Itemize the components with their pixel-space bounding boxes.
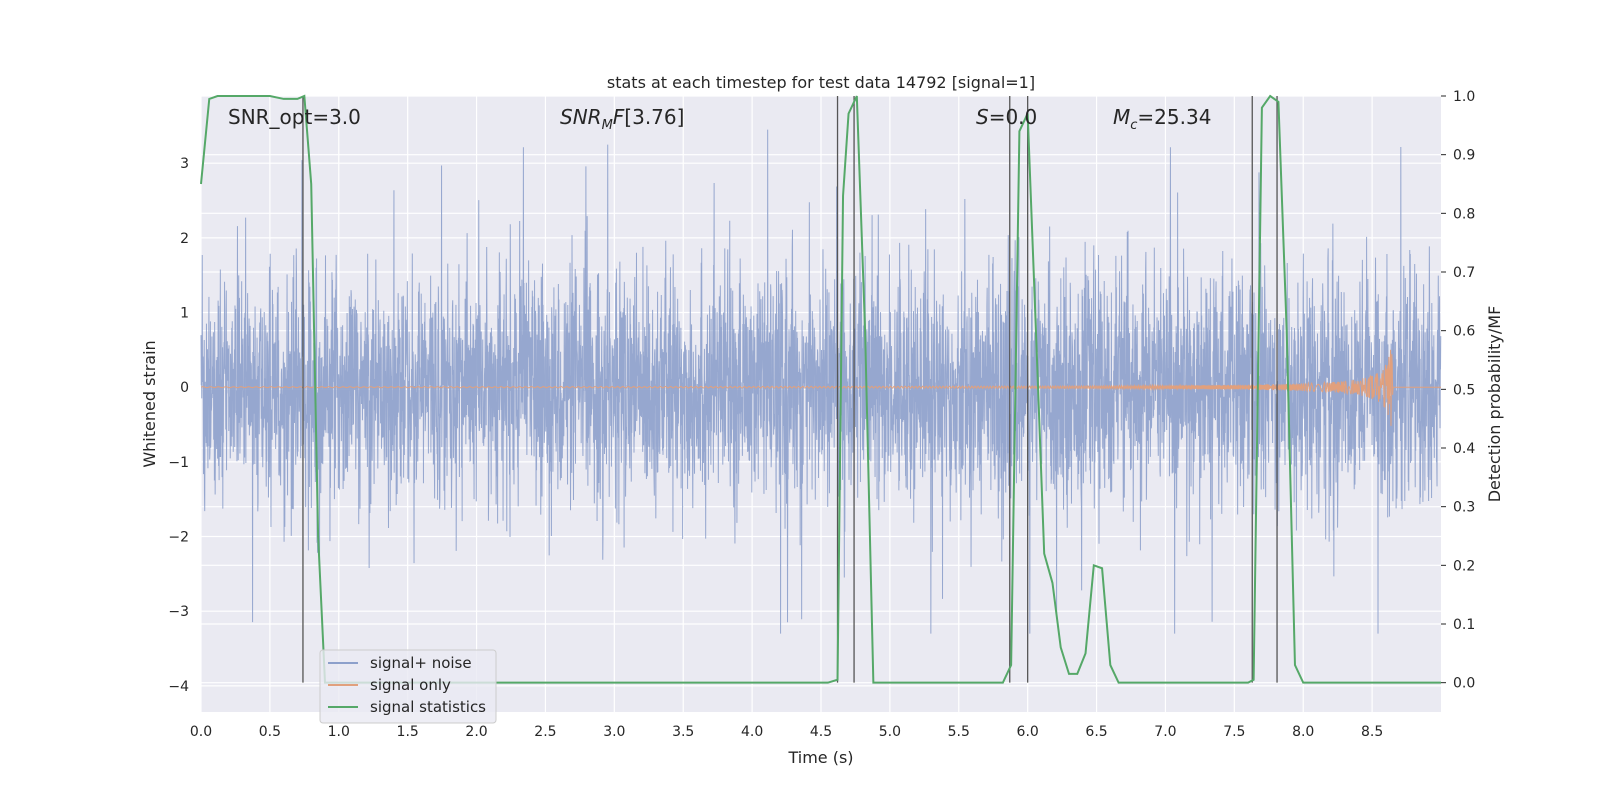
legend-label-noise: signal+ noise: [370, 654, 472, 672]
x-tick-label: 6.0: [1017, 724, 1039, 740]
x-tick-label: 6.5: [1085, 724, 1107, 740]
y-right-tick-label: 0.6: [1453, 324, 1475, 340]
annotation-snr-mf: SNRMF[3.76]: [560, 105, 684, 133]
signal-only-line: [200, 349, 1441, 426]
y-left-tick-label: −2: [168, 530, 189, 546]
y-left-axis-label: Whitened strain: [140, 340, 159, 467]
x-tick-label: 5.0: [879, 724, 901, 740]
y-right-axis-ticks: 0.0 0.1 0.2 0.3 0.4 0.5 0.6 0.7 0.8 0.9 1.0: [1441, 89, 1475, 692]
x-tick-label: 3.0: [603, 724, 625, 740]
chart-title: stats at each timestep for test data 147…: [607, 73, 1035, 92]
annotation-snr-opt: SNR_opt=3.0: [228, 105, 361, 129]
x-tick-label: 3.5: [672, 724, 694, 740]
y-left-tick-label: 0: [180, 380, 189, 396]
legend-box: [319, 649, 497, 724]
annotation-mc: Mc=25.34: [1113, 105, 1211, 133]
y-right-tick-label: 0.2: [1453, 558, 1475, 574]
series-signal-statistics: [200, 94, 1441, 684]
annotation-mc-value: =25.34: [1137, 105, 1211, 129]
legend: signal+ noise signal only signal statist…: [319, 649, 497, 724]
x-tick-label: 8.5: [1361, 724, 1383, 740]
y-right-tick-label: 0.0: [1453, 676, 1475, 692]
y-right-tick-label: 0.9: [1453, 148, 1475, 164]
y-right-tick-label: 0.7: [1453, 265, 1475, 281]
x-tick-label: 0.0: [190, 724, 212, 740]
x-tick-label: 8.0: [1292, 724, 1314, 740]
x-tick-label: 4.5: [810, 724, 832, 740]
x-tick-label: 1.0: [328, 724, 350, 740]
x-tick-label: 5.5: [948, 724, 970, 740]
vertical-markers: [302, 96, 1278, 683]
x-tick-label: 1.5: [397, 724, 419, 740]
series-signal-noise: [200, 129, 1442, 634]
y-left-tick-label: 2: [180, 231, 189, 247]
annotation-snr-mf-value: [3.76]: [624, 105, 684, 129]
y-right-tick-label: 0.5: [1453, 382, 1475, 398]
y-right-tick-label: 0.8: [1453, 206, 1475, 222]
x-tick-label: 2.0: [465, 724, 487, 740]
annotation-s: S=0.0: [976, 105, 1037, 129]
signal-statistics-line: [200, 94, 1441, 684]
y-right-axis-label: Detection probability/MF: [1485, 306, 1504, 503]
legend-label-statistics: signal statistics: [370, 698, 486, 716]
legend-label-signal: signal only: [370, 676, 451, 694]
y-left-tick-label: 3: [180, 156, 189, 172]
annotation-s-value: =0.0: [989, 105, 1038, 129]
x-tick-label: 0.5: [259, 724, 281, 740]
x-tick-label: 4.0: [741, 724, 763, 740]
y-left-tick-label: −3: [168, 604, 189, 620]
signal-noise-line: [200, 129, 1442, 634]
x-tick-label: 7.0: [1154, 724, 1176, 740]
y-right-tick-label: 0.3: [1453, 500, 1475, 516]
y-right-tick-label: 1.0: [1453, 89, 1475, 105]
y-left-tick-label: 1: [180, 306, 189, 322]
y-right-tick-label: 0.4: [1453, 441, 1475, 457]
y-left-axis-ticks: −4 −3 −2 −1 0 1 2 3: [168, 156, 189, 695]
y-left-tick-label: −4: [168, 679, 189, 695]
x-axis-label: Time (s): [787, 748, 853, 767]
x-tick-label: 7.5: [1223, 724, 1245, 740]
series-signal-only: [200, 349, 1441, 426]
x-tick-label: 2.5: [534, 724, 556, 740]
y-right-tick-label: 0.1: [1453, 617, 1475, 633]
y-left-tick-label: −1: [168, 455, 189, 471]
x-axis-ticks: 0.0 0.5 1.0 1.5 2.0 2.5 3.0 3.5 4.0 4.5 5.0 5.5 6.0 6…: [190, 724, 1383, 740]
